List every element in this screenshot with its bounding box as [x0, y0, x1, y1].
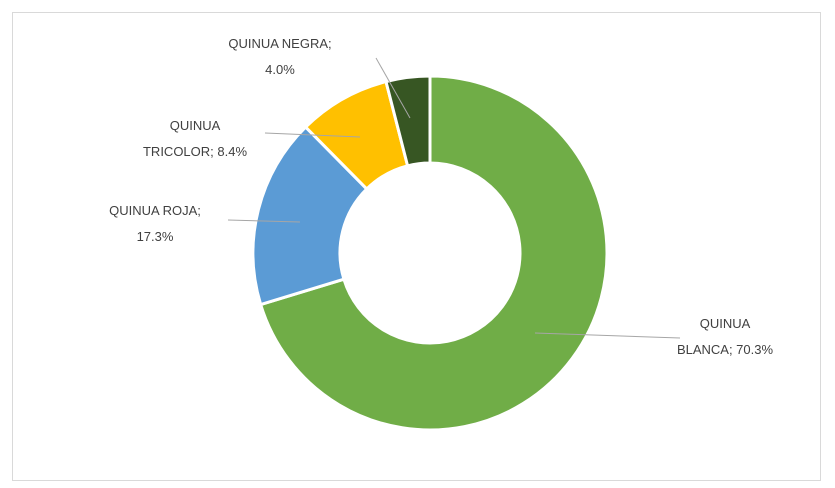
data-label-line: 17.3%: [137, 229, 174, 244]
leader-line: [375, 57, 411, 119]
data-label-line: 4.0%: [265, 62, 295, 77]
data-label-line: QUINUA NEGRA;: [228, 36, 331, 51]
data-label-line: QUINUA: [170, 118, 221, 133]
leader-line: [227, 219, 301, 223]
data-label: QUINUA NEGRA; 4.0%: [228, 36, 331, 77]
data-label: QUINUA TRICOLOR; 8.4%: [143, 118, 247, 159]
donut-slice: [251, 124, 369, 307]
donut-slice: [258, 74, 609, 432]
leader-line: [534, 332, 681, 339]
data-label-line: BLANCA; 70.3%: [677, 342, 774, 357]
data-label: QUINUA BLANCA; 70.3%: [677, 316, 774, 357]
data-label-line: QUINUA: [700, 316, 751, 331]
leader-line: [264, 132, 361, 138]
data-label-line: TRICOLOR; 8.4%: [143, 144, 247, 159]
donut-slice: [384, 74, 432, 168]
data-label-line: QUINUA ROJA;: [109, 203, 201, 218]
data-label: QUINUA ROJA; 17.3%: [109, 203, 201, 244]
